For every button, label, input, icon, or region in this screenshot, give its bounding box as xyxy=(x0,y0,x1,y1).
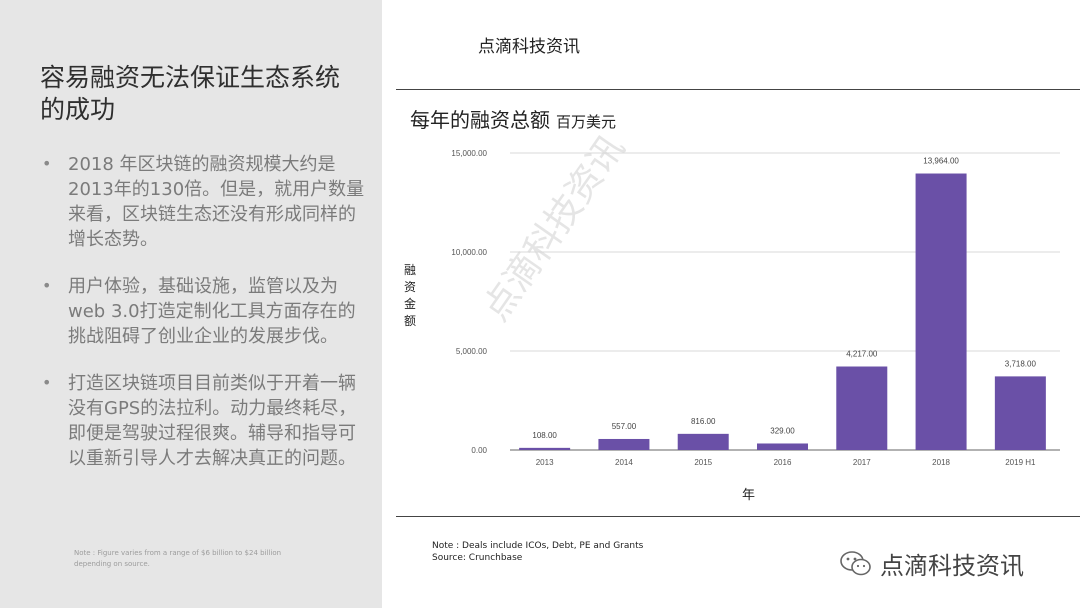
bar xyxy=(519,447,571,450)
bottom-divider xyxy=(396,516,1080,517)
y-tick-label: 5,000.00 xyxy=(456,347,488,356)
data-label: 557.00 xyxy=(612,422,637,431)
brand-text: 点滴科技资讯 xyxy=(880,552,1024,580)
y-tick-label: 0.00 xyxy=(471,446,487,455)
figure-note: Note : Figure varies from a range of $6 … xyxy=(74,549,282,568)
bullet-text: 2018 年区块链的融资规模大约是2013年的130倍。但是，就用户数量来看，区… xyxy=(68,154,365,250)
bar xyxy=(677,433,729,450)
x-tick-label: 2018 xyxy=(932,458,950,467)
chart-title: 每年的融资总额 百万美元 xyxy=(410,104,616,133)
bar xyxy=(994,376,1046,450)
bar xyxy=(915,173,967,450)
bullet-dot-icon: • xyxy=(42,373,52,392)
source-note: Note : Deals include ICOs, Debt, PE and … xyxy=(432,540,643,564)
y-tick-label: 10,000.00 xyxy=(451,248,487,257)
bullet-item: • 2018 年区块链的融资规模大约是2013年的130倍。但是，就用户数量来看，… xyxy=(42,152,372,252)
data-label: 4,217.00 xyxy=(846,350,878,359)
wechat-icon xyxy=(840,550,871,575)
source-line: Source: Crunchbase xyxy=(432,553,523,563)
data-label: 329.00 xyxy=(770,426,795,435)
bullet-dot-icon: • xyxy=(42,154,52,173)
x-axis-label: 年 xyxy=(742,488,756,503)
x-tick-label: 2017 xyxy=(853,458,871,467)
bullet-text: 打造区块链项目目前类似于开着一辆没有GPS的法拉利。动力最终耗尽，即便是驾驶过程… xyxy=(68,373,357,469)
top-divider xyxy=(396,89,1080,90)
chart-title-text: 每年的融资总额 xyxy=(410,108,550,132)
bullet-text: 用户体验，基础设施，监管以及为web 3.0打造定制化工具方面存在的挑战阻碍了创… xyxy=(68,276,356,347)
left-panel: 容易融资无法保证生态系统的成功 • 2018 年区块链的融资规模大约是2013年的… xyxy=(0,0,382,608)
data-label: 816.00 xyxy=(691,417,716,426)
x-tick-label: 2016 xyxy=(774,458,792,467)
x-tick-label: 2015 xyxy=(694,458,712,467)
bullet-dot-icon: • xyxy=(42,276,52,295)
data-label: 3,718.00 xyxy=(1005,359,1037,368)
deals-note: Note : Deals include ICOs, Debt, PE and … xyxy=(432,541,644,551)
chart-unit: 百万美元 xyxy=(556,113,617,131)
data-label: 13,964.00 xyxy=(923,157,959,166)
brand-footer: 点滴科技资讯 xyxy=(840,546,1024,581)
x-tick-label: 2019 H1 xyxy=(1005,458,1036,467)
header-title: 点滴科技资讯 xyxy=(478,37,580,57)
bullet-item: • 用户体验，基础设施，监管以及为web 3.0打造定制化工具方面存在的挑战阻碍了… xyxy=(42,274,372,349)
bullet-item: • 打造区块链项目目前类似于开着一辆没有GPS的法拉利。动力最终耗尽，即便是驾驶过… xyxy=(42,371,372,471)
slide-title: 容易融资无法保证生态系统的成功 xyxy=(40,63,341,124)
x-tick-label: 2014 xyxy=(615,458,633,467)
data-label: 108.00 xyxy=(532,431,557,440)
bar xyxy=(836,366,888,450)
bullet-list: • 2018 年区块链的融资规模大约是2013年的130倍。但是，就用户数量来看，… xyxy=(42,152,372,493)
y-axis-label: 融资金额 xyxy=(403,263,416,328)
y-tick-label: 15,000.00 xyxy=(451,149,487,158)
bar xyxy=(757,443,808,450)
bar xyxy=(598,438,650,450)
x-tick-label: 2013 xyxy=(536,458,554,467)
